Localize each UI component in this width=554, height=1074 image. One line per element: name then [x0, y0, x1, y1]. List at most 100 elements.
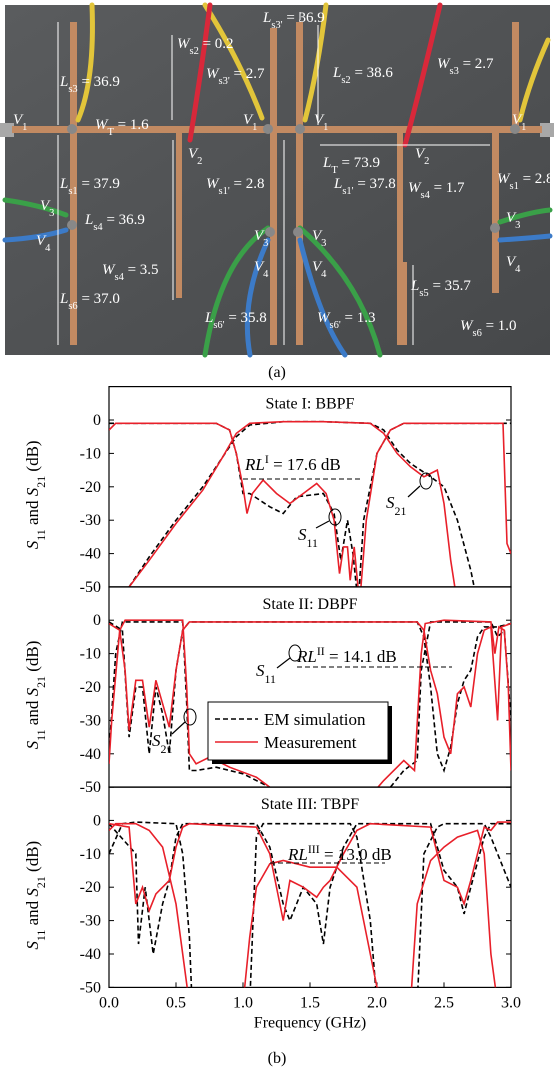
text-part: = 36.9 — [283, 10, 325, 26]
text-part: S — [23, 740, 42, 749]
text-part: I — [265, 452, 269, 466]
text-part: RL — [287, 845, 308, 864]
text-part: s1' — [219, 186, 230, 197]
legend-box — [207, 701, 389, 761]
text-part: 3 — [321, 238, 326, 249]
photo-label: Ls1' = 37.8 — [333, 176, 396, 197]
text-part: S — [386, 493, 395, 512]
text-part: W — [206, 66, 220, 82]
text-part: RL — [244, 455, 265, 474]
text-part: 11 — [34, 529, 48, 541]
text-part: 2 — [197, 156, 202, 167]
text-part: = 35.7 — [429, 278, 472, 294]
text-part: = 35.8 — [225, 310, 267, 326]
text-part: s1 — [510, 181, 519, 192]
y-tick-label: -30 — [80, 712, 101, 729]
curve — [109, 621, 511, 755]
text-part: S — [23, 888, 42, 897]
photo-label: Ws2 = 0.2 — [177, 36, 234, 57]
x-tick-label: 0.5 — [166, 994, 186, 1011]
photo-label: Ws6 = 1.0 — [460, 318, 517, 339]
y-tick-label: -20 — [80, 679, 101, 696]
y-tick-label: -20 — [80, 479, 101, 496]
annotation-arrow — [171, 721, 186, 735]
text-part: S — [23, 487, 42, 496]
text-part: V — [314, 112, 325, 128]
curve — [128, 420, 475, 587]
text-part: (dB) — [23, 440, 42, 475]
photo-label: Ws6' = 1.3 — [317, 310, 375, 331]
text-part: 11 — [265, 672, 277, 686]
text-part: and — [23, 897, 42, 930]
text-part: s3' — [219, 76, 230, 87]
text-part: W — [177, 36, 191, 52]
photo-label: Ls5 = 35.7 — [410, 278, 471, 299]
text-part: s4 — [93, 222, 103, 233]
text-part: s6' — [330, 320, 341, 331]
text-part: = 1.6 — [114, 117, 149, 133]
text-part: s2 — [341, 75, 350, 86]
curve — [109, 821, 511, 988]
photo-label: V1 — [243, 112, 257, 133]
text-part: V — [312, 259, 323, 275]
text-part: S — [152, 731, 161, 750]
text-part: = 2.7 — [230, 66, 265, 82]
y-tick-label: -10 — [80, 445, 101, 462]
y-tick-label: -20 — [80, 879, 101, 896]
text-part: V — [254, 228, 265, 244]
photo-label: V1 — [512, 112, 526, 133]
y-tick-label: -30 — [80, 913, 101, 930]
annotation-circle — [288, 644, 302, 662]
text-part: S — [298, 525, 307, 544]
text-part: 3 — [49, 208, 54, 219]
text-part: V — [415, 146, 426, 162]
annotation: RLIII = 13.0 dB — [287, 842, 392, 864]
text-part: L — [59, 291, 68, 307]
plot-frame — [108, 786, 512, 988]
text-part: S — [256, 661, 265, 680]
text-part: W — [497, 171, 511, 187]
text-part: s3 — [450, 66, 459, 77]
photo-label: Ls3' = 36.9 — [262, 10, 325, 31]
text-part: = 36.9 — [103, 212, 145, 228]
curve — [109, 822, 497, 988]
photo-label: Ls2 = 38.6 — [332, 65, 393, 86]
text-part: s2 — [190, 46, 199, 57]
text-part: RL — [296, 647, 317, 666]
text-part: V — [243, 112, 254, 128]
text-part: = 73.9 — [338, 155, 380, 171]
text-part: (dB) — [23, 641, 42, 676]
text-part: 1 — [252, 122, 257, 133]
text-part: 1 — [22, 122, 27, 133]
text-part: L — [262, 10, 271, 26]
text-part: 1 — [521, 122, 526, 133]
text-part: S — [23, 941, 42, 950]
photo-label: Ls6 = 37.0 — [59, 291, 120, 312]
photo-label: V4 — [36, 233, 51, 254]
photo-label: V4 — [312, 259, 327, 280]
y-tick-label: -40 — [80, 546, 101, 563]
y-tick-label: -10 — [80, 846, 101, 863]
text-part: V — [36, 233, 47, 249]
text-part: L — [59, 176, 68, 192]
text-part: 4 — [45, 243, 51, 254]
annotation: RLI = 17.6 dB — [244, 452, 341, 474]
text-part: s3 — [68, 84, 77, 95]
y-tick-label: -10 — [80, 646, 101, 663]
photo-label: V1 — [13, 112, 27, 133]
text-part: 21 — [34, 676, 48, 688]
curve — [109, 821, 511, 921]
text-part: 3 — [263, 238, 268, 249]
text-part: s6 — [68, 301, 77, 312]
text-part: s4 — [115, 272, 125, 283]
annotation: S11 — [298, 525, 318, 550]
text-part: L — [332, 65, 341, 81]
caption: (b) — [268, 1050, 287, 1067]
photo-label: WT = 1.6 — [95, 117, 149, 138]
x-tick-label: 1.5 — [300, 994, 320, 1011]
photo-label: V4 — [254, 259, 269, 280]
text-part: V — [188, 146, 199, 162]
text-part: V — [506, 210, 517, 226]
text-part: W — [102, 262, 116, 278]
